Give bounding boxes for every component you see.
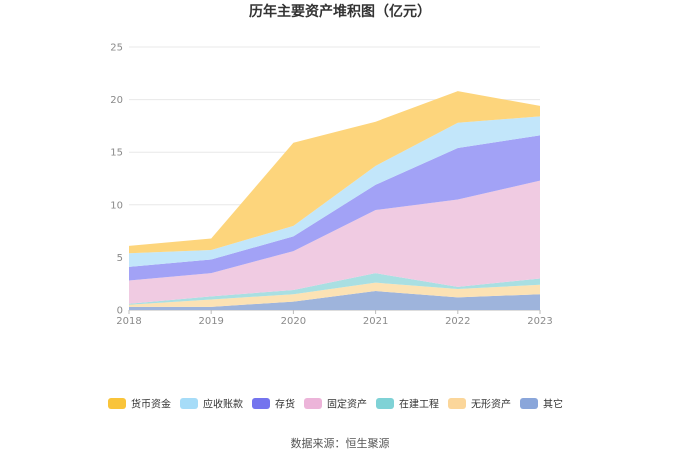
x-tick-label: 2018 bbox=[116, 316, 141, 327]
x-tick-label: 2020 bbox=[281, 316, 306, 327]
area-series-1 bbox=[129, 282, 540, 307]
legend-swatch bbox=[376, 398, 394, 409]
data-source: 数据来源：恒生聚源 bbox=[291, 436, 390, 450]
y-tick-label: 5 bbox=[117, 253, 123, 264]
legend-label: 无形资产 bbox=[471, 398, 511, 411]
chart-title: 历年主要资产堆积图（亿元） bbox=[249, 3, 431, 20]
x-tick-label: 2019 bbox=[198, 316, 223, 327]
legend-swatch bbox=[108, 398, 126, 409]
legend-item: 货币资金 bbox=[108, 398, 171, 411]
legend-item: 应收账款 bbox=[180, 398, 243, 411]
area-series-4 bbox=[129, 135, 540, 281]
y-tick-label: 10 bbox=[110, 200, 123, 211]
area-series-2 bbox=[129, 273, 540, 305]
legend-item: 固定资产 bbox=[304, 398, 367, 411]
legend-swatch bbox=[180, 398, 198, 409]
legend-label: 在建工程 bbox=[399, 398, 439, 411]
legend-label: 货币资金 bbox=[131, 398, 171, 411]
y-tick-label: 20 bbox=[110, 95, 123, 106]
area-series-group bbox=[129, 91, 540, 310]
legend-item: 其它 bbox=[520, 398, 563, 411]
legend-item: 在建工程 bbox=[376, 398, 439, 411]
area-series-0 bbox=[129, 291, 540, 310]
y-tick-label: 25 bbox=[110, 43, 123, 54]
legend-swatch bbox=[448, 398, 466, 409]
x-tick-label: 2023 bbox=[527, 316, 552, 327]
legend-item: 无形资产 bbox=[448, 398, 511, 411]
x-tick-label: 2022 bbox=[445, 316, 470, 327]
legend-label: 固定资产 bbox=[327, 398, 367, 411]
legend-swatch bbox=[252, 398, 270, 409]
legend-label: 应收账款 bbox=[203, 398, 243, 411]
legend-swatch bbox=[304, 398, 322, 409]
y-tick-label: 0 bbox=[117, 306, 123, 317]
area-series-6 bbox=[129, 91, 540, 254]
legend-label: 其它 bbox=[543, 398, 563, 411]
legend-item: 存货 bbox=[252, 398, 295, 411]
x-tick-label: 2021 bbox=[363, 316, 388, 327]
legend-label: 存货 bbox=[275, 398, 295, 411]
y-tick-label: 15 bbox=[110, 148, 123, 159]
area-series-5 bbox=[129, 116, 540, 267]
axes: 0 5 10 15 20 25 2018 2019 2020 2021 2022 2023 bbox=[110, 43, 552, 328]
area-series-3 bbox=[129, 180, 540, 304]
legend-swatch bbox=[520, 398, 538, 409]
legend: 货币资金 应收账款 存货 固定资产 在建工程 无形资产 其它 bbox=[108, 398, 563, 411]
